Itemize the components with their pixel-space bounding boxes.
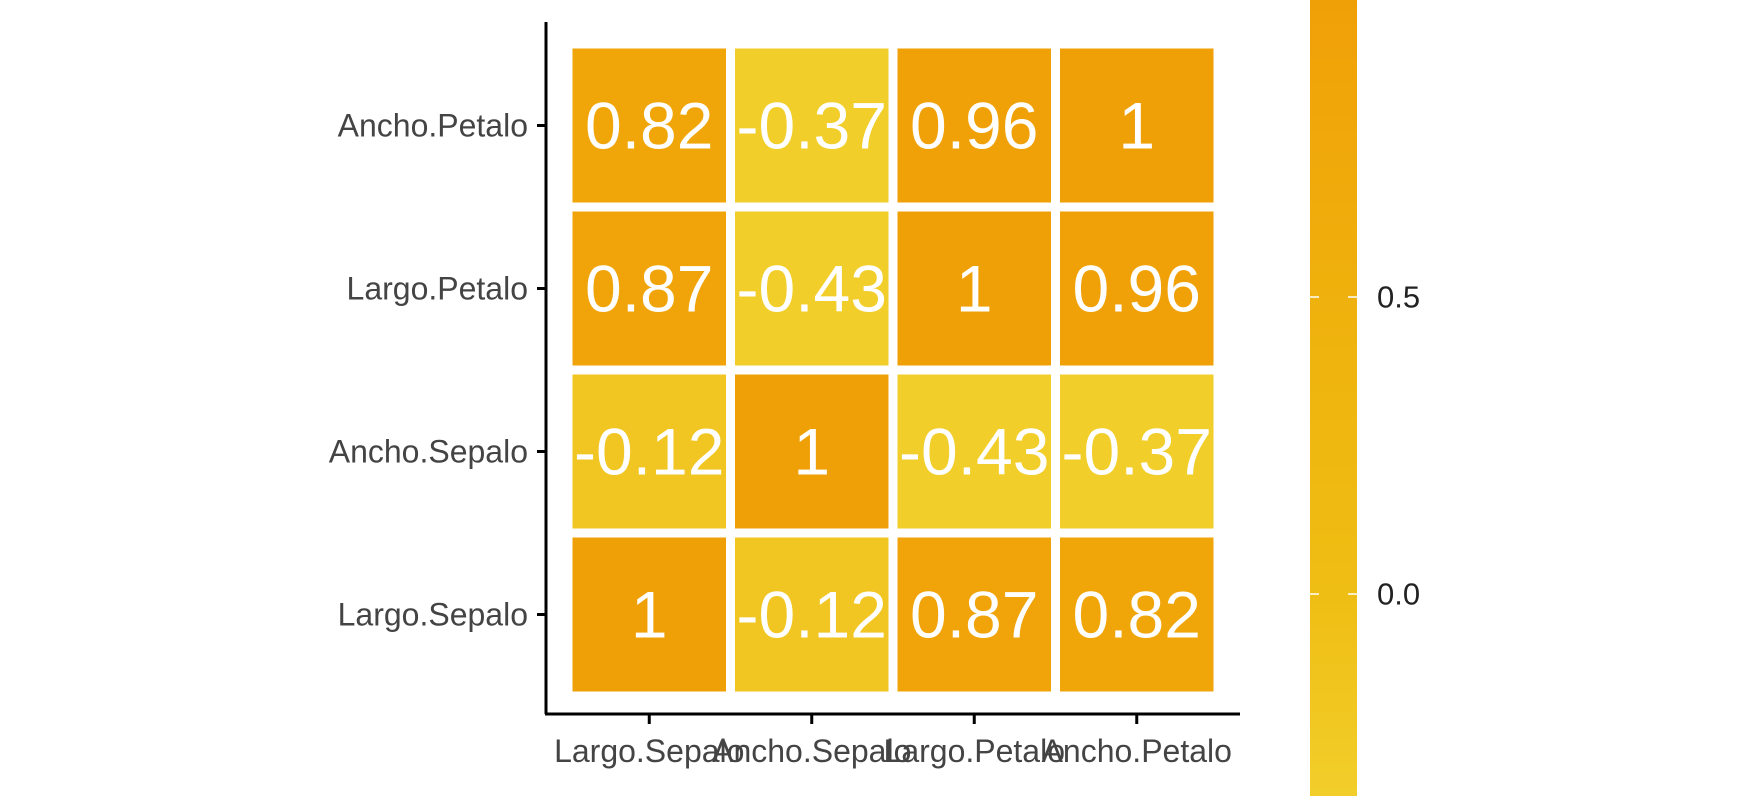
cell-value-label: 1 <box>956 252 993 326</box>
y-tick-label: Ancho.Petalo <box>338 108 528 144</box>
cell-value-label: 1 <box>793 415 830 489</box>
heatmap-cell <box>1060 537 1214 692</box>
colorbar-ticks: 0.0 0.5 <box>1310 280 1420 612</box>
colorbar <box>1310 0 1357 796</box>
cell-value-label: 0.82 <box>1073 578 1201 652</box>
heatmap-cell <box>897 537 1051 692</box>
heatmap-cell <box>897 211 1051 366</box>
heatmap-cell <box>572 537 726 692</box>
cell-value-label: -0.12 <box>737 578 887 652</box>
x-tick-label: Ancho.Sepalo <box>712 733 911 769</box>
heatmap-cells <box>572 48 1214 692</box>
axes <box>544 22 1240 716</box>
cell-value-label: 0.87 <box>585 252 713 326</box>
cell-value-label: -0.37 <box>737 89 887 163</box>
cell-value-label: 0.96 <box>1073 252 1201 326</box>
heatmap-cell <box>897 48 1051 203</box>
heatmap-cell <box>1060 374 1214 529</box>
colorbar-tick-label: 0.5 <box>1377 280 1420 315</box>
cell-value-label: -0.37 <box>1062 415 1212 489</box>
x-axis-ticks: Largo.SepaloAncho.SepaloLargo.PetaloAnch… <box>554 714 1232 769</box>
heatmap-cell <box>1060 211 1214 366</box>
y-axis-ticks: Largo.Sepalo Ancho.Sepalo Largo.Petalo Anch… <box>329 108 546 633</box>
x-tick-label: Ancho.Petalo <box>1042 733 1232 769</box>
heatmap-cell <box>572 374 726 529</box>
heatmap-cell-labels: 1 -0.12 0.87 0.82-0.12 1 -0.43 -0.370.87 -0.43 1… <box>574 89 1212 652</box>
y-tick-label: Ancho.Sepalo <box>329 434 528 470</box>
cell-value-label: -0.43 <box>899 415 1049 489</box>
cell-value-label: 0.87 <box>910 578 1038 652</box>
heatmap-cell <box>572 211 726 366</box>
cell-value-label: 0.96 <box>910 89 1038 163</box>
x-tick-label: Largo.Sepalo <box>554 733 744 769</box>
cell-value-label: 1 <box>631 578 668 652</box>
heatmap-cell <box>897 374 1051 529</box>
colorbar-gradient <box>1310 0 1357 796</box>
y-tick-label: Largo.Petalo <box>347 271 528 307</box>
heatmap-cell <box>735 374 889 529</box>
heatmap-cell <box>1060 48 1214 203</box>
heatmap-cell <box>735 48 889 203</box>
heatmap-cell <box>572 48 726 203</box>
y-tick-label: Largo.Sepalo <box>338 597 528 633</box>
cell-value-label: 0.82 <box>585 89 713 163</box>
heatmap-cell <box>735 537 889 692</box>
cell-value-label: -0.43 <box>737 252 887 326</box>
heatmap-cell <box>735 211 889 366</box>
cell-value-label: 1 <box>1118 89 1155 163</box>
cell-value-label: -0.12 <box>574 415 724 489</box>
x-tick-label: Largo.Petalo <box>884 733 1065 769</box>
colorbar-tick-label: 0.0 <box>1377 577 1420 612</box>
